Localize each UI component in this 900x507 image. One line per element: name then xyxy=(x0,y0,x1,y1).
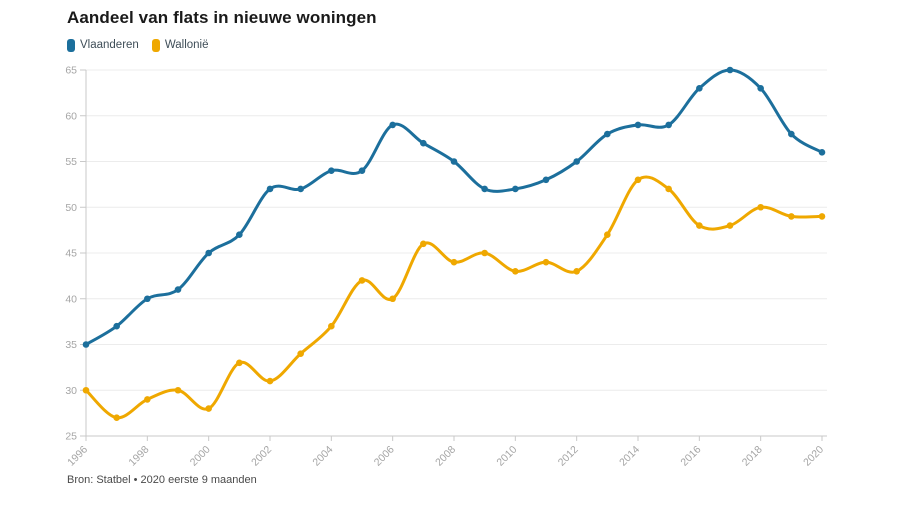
data-point-walloni[interactable] xyxy=(818,213,826,220)
y-axis-label: 25 xyxy=(65,431,77,443)
data-point-walloni[interactable] xyxy=(512,268,519,275)
data-point-walloni[interactable] xyxy=(726,222,734,229)
data-point-walloni[interactable] xyxy=(82,386,90,394)
data-point-vlaanderen[interactable] xyxy=(481,185,488,193)
x-axis-label: 1998 xyxy=(126,444,151,469)
x-axis-label: 1996 xyxy=(65,444,90,469)
data-point-walloni[interactable] xyxy=(297,350,304,357)
data-point-walloni[interactable] xyxy=(573,268,580,275)
data-point-vlaanderen[interactable] xyxy=(665,121,672,129)
data-point-vlaanderen[interactable] xyxy=(420,139,427,147)
x-axis-label: 2012 xyxy=(556,444,581,469)
legend-swatch xyxy=(151,39,160,52)
x-axis-label: 2018 xyxy=(740,444,765,469)
y-axis-label: 30 xyxy=(65,385,77,397)
x-axis-label: 2016 xyxy=(678,444,703,469)
x-axis-label: 2020 xyxy=(801,444,826,469)
x-axis-label: 2006 xyxy=(372,444,397,469)
data-point-vlaanderen[interactable] xyxy=(174,286,182,293)
legend-swatch xyxy=(67,39,75,52)
data-point-vlaanderen[interactable] xyxy=(297,185,304,193)
data-point-vlaanderen[interactable] xyxy=(82,341,90,348)
data-point-walloni[interactable] xyxy=(634,176,642,184)
y-axis-label: 45 xyxy=(65,248,77,260)
legend-item-walloni: Wallonië xyxy=(151,39,209,52)
data-point-vlaanderen[interactable] xyxy=(113,322,120,330)
data-point-vlaanderen[interactable] xyxy=(696,85,703,92)
data-point-vlaanderen[interactable] xyxy=(634,121,642,129)
legend-label: Vlaanderen xyxy=(80,39,139,51)
y-axis-label: 50 xyxy=(65,202,77,214)
data-point-vlaanderen[interactable] xyxy=(236,231,243,238)
data-point-vlaanderen[interactable] xyxy=(328,167,335,174)
data-point-walloni[interactable] xyxy=(205,405,212,412)
series-line-walloni xyxy=(84,175,824,420)
data-point-walloni[interactable] xyxy=(757,203,764,211)
data-point-vlaanderen[interactable] xyxy=(205,249,212,257)
source-note: Bron: Statbel • 2020 eerste 9 maanden xyxy=(67,474,257,486)
legend-label: Wallonië xyxy=(164,39,209,51)
data-point-vlaanderen[interactable] xyxy=(144,295,151,303)
x-axis-label: 2010 xyxy=(494,444,519,469)
data-point-vlaanderen[interactable] xyxy=(389,121,396,129)
data-point-vlaanderen[interactable] xyxy=(757,85,764,92)
chart-legend: Vlaanderen Wallonië xyxy=(67,39,209,52)
data-point-walloni[interactable] xyxy=(144,396,151,403)
data-point-walloni[interactable] xyxy=(696,222,703,229)
data-point-walloni[interactable] xyxy=(113,414,120,422)
x-axis-label: 2004 xyxy=(310,444,335,469)
data-point-walloni[interactable] xyxy=(174,386,182,394)
data-point-vlaanderen[interactable] xyxy=(542,176,550,184)
chart-title: Aandeel van flats in nieuwe woningen xyxy=(67,8,377,27)
data-point-vlaanderen[interactable] xyxy=(358,167,366,174)
data-point-walloni[interactable] xyxy=(604,231,611,238)
y-axis-label: 40 xyxy=(65,293,77,305)
data-point-walloni[interactable] xyxy=(420,240,427,248)
data-point-vlaanderen[interactable] xyxy=(266,185,274,193)
data-point-walloni[interactable] xyxy=(450,258,458,266)
data-point-walloni[interactable] xyxy=(266,377,274,385)
data-point-walloni[interactable] xyxy=(788,213,795,220)
data-point-walloni[interactable] xyxy=(481,249,488,257)
y-axis-label: 35 xyxy=(65,339,77,351)
data-point-walloni[interactable] xyxy=(542,258,550,266)
x-axis-label: 2008 xyxy=(433,444,458,469)
data-point-vlaanderen[interactable] xyxy=(788,130,795,138)
data-point-vlaanderen[interactable] xyxy=(450,158,458,165)
x-axis-label: 2002 xyxy=(249,444,274,469)
data-point-vlaanderen[interactable] xyxy=(604,130,611,138)
x-axis-label: 2014 xyxy=(617,444,642,469)
data-point-walloni[interactable] xyxy=(328,322,335,330)
data-point-walloni[interactable] xyxy=(358,277,366,284)
y-axis-label: 60 xyxy=(65,110,77,122)
legend-item-vlaanderen: Vlaanderen xyxy=(67,39,139,52)
x-axis-label: 2000 xyxy=(188,444,213,469)
y-axis-label: 65 xyxy=(65,65,77,77)
y-axis-label: 55 xyxy=(65,156,77,168)
data-point-vlaanderen[interactable] xyxy=(512,185,519,193)
data-point-vlaanderen[interactable] xyxy=(726,66,734,74)
data-point-vlaanderen[interactable] xyxy=(818,149,826,156)
data-point-walloni[interactable] xyxy=(665,185,672,193)
data-point-walloni[interactable] xyxy=(236,359,243,367)
data-point-vlaanderen[interactable] xyxy=(573,158,580,165)
data-point-walloni[interactable] xyxy=(389,295,396,303)
